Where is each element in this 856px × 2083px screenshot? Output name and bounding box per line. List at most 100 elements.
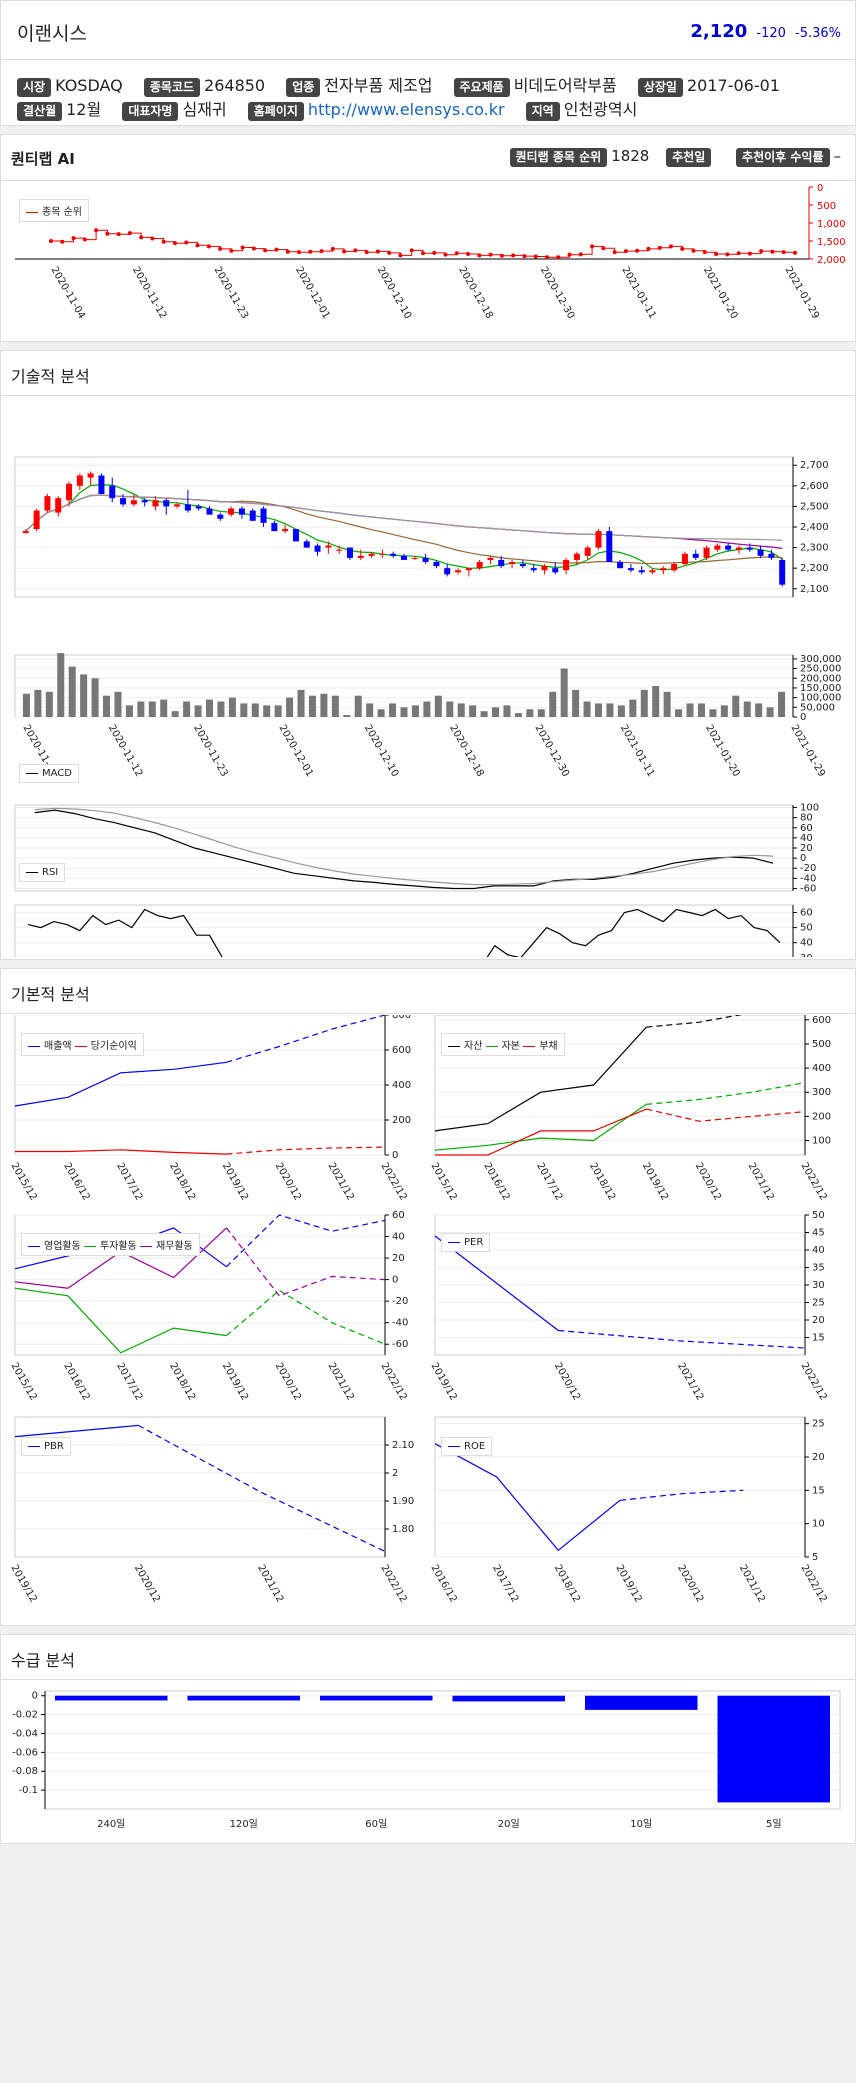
volume-bar <box>263 705 271 717</box>
supply-x-label: 60일 <box>365 1818 387 1830</box>
rank-point <box>184 240 189 245</box>
macd-ytick-label: 20 <box>800 843 813 854</box>
supply-chart: 0 -0.02 -0.04 -0.06 -0.08 -0.1 240일 120일 60일 20일 1… <box>12 1690 841 1830</box>
rank-point <box>488 252 493 257</box>
assets-x-label: 2018/12 <box>587 1161 617 1202</box>
candle-body <box>44 496 51 511</box>
cashflow-ytick-label: 40 <box>392 1232 405 1243</box>
volume-bar <box>377 709 385 717</box>
per-x-label: 2022/12 <box>798 1361 828 1402</box>
candle-body <box>455 570 462 573</box>
candle-body <box>66 483 73 501</box>
volume-bar <box>583 701 591 717</box>
candle-body <box>681 553 688 565</box>
volume-ytick-label: 100,000 <box>800 693 841 704</box>
technical-chart: 2,1002,2002,3002,4002,5002,6002,700050,0… <box>14 456 841 957</box>
volume-bar <box>286 697 294 717</box>
per-ytick-label: 15 <box>812 1333 825 1344</box>
supply-ytick-label: -0.02 <box>12 1710 38 1721</box>
info-label-fiscal: 결산월 <box>17 102 63 121</box>
candle-body <box>660 568 667 571</box>
rank-point <box>466 251 471 256</box>
volume-bar <box>595 703 602 717</box>
supply-x-label: 5일 <box>766 1818 782 1830</box>
volume-bar <box>617 705 625 717</box>
info-row-2: 결산월 12월 대표자명 심재귀 홈페이지 http://www.elensys.co… <box>17 96 653 121</box>
rank-point <box>635 248 640 253</box>
assets-line <box>434 1103 647 1151</box>
candle-body <box>519 564 526 567</box>
candle-body <box>238 508 245 515</box>
candle-body <box>271 522 278 532</box>
volume-bar <box>240 703 248 717</box>
pbr-ytick-label: 2 <box>392 1468 398 1479</box>
quantilab-card: 퀀티랩 AI 퀀티랩 종목 순위 1828 추천일 추천이후 수익률 – 0 500 1… <box>0 134 856 342</box>
rec-date-label: 추천일 <box>666 148 712 167</box>
info-row-1: 시장 KOSDAQ 종목코드 264850 업종 전자부품 제조업 주요제품 비데도어락… <box>17 72 796 97</box>
candle-body <box>76 475 83 486</box>
info-label-market: 시장 <box>17 78 52 97</box>
candle-body <box>746 547 753 550</box>
price-ytick-label: 2,100 <box>800 584 829 595</box>
date-label: 2020-11-23 <box>191 723 230 779</box>
sales-forecast-line <box>226 1146 386 1155</box>
volume-bar <box>160 699 168 717</box>
sales-ytick-label: 400 <box>392 1080 411 1091</box>
candle-body <box>292 529 299 542</box>
ma120-line <box>25 494 783 541</box>
rank-date-label: 2020-11-23 <box>212 265 251 321</box>
candle-body <box>174 504 181 507</box>
rank-point <box>139 235 144 240</box>
rank-label: 퀀티랩 종목 순위 <box>509 148 608 167</box>
volume-bar <box>537 709 545 717</box>
pbr-frame <box>14 1416 386 1558</box>
cashflow-x-label: 2016/12 <box>61 1361 91 1402</box>
volume-bar <box>125 705 133 717</box>
volume-bar <box>354 695 362 717</box>
per-ytick-label: 35 <box>812 1263 825 1274</box>
pbr-legend: PBR <box>21 1437 71 1456</box>
info-label-product: 주요제품 <box>453 78 510 97</box>
macd-ytick-label: 40 <box>800 833 813 844</box>
volume-bar <box>778 691 786 717</box>
assets-line <box>435 1108 647 1156</box>
roe-x-label: 2020/12 <box>675 1563 705 1604</box>
roe-ytick-label: 20 <box>812 1452 825 1463</box>
per-forecast-line <box>558 1329 806 1349</box>
macd-line <box>34 809 774 890</box>
cashflow-forecast-line <box>225 1214 386 1268</box>
pbr-x-label: 2021/12 <box>255 1563 285 1604</box>
candle-body <box>422 557 429 562</box>
volume-bar <box>480 711 488 717</box>
volume-bar <box>343 715 351 717</box>
sales-x-label: 2019/12 <box>220 1161 250 1202</box>
volume-ytick-label: 50,000 <box>800 702 835 713</box>
candle-body <box>87 473 94 478</box>
rank-date-label: 2020-12-01 <box>293 265 332 321</box>
company-name: 이랜시스 <box>17 23 87 45</box>
rank-point <box>308 249 313 254</box>
return-label: 추천이후 수익률 <box>736 148 830 167</box>
info-label-industry: 업종 <box>286 78 321 97</box>
sales-x-label: 2017/12 <box>114 1161 144 1202</box>
cashflow-line <box>14 1287 227 1354</box>
price-ytick-label: 2,300 <box>800 543 829 554</box>
rank-point <box>387 250 392 255</box>
volume-bar <box>423 701 431 717</box>
info-value-industry: 전자부품 제조업 <box>324 76 433 95</box>
pbr-ytick-label: 1.90 <box>392 1496 414 1507</box>
volume-frame <box>14 654 794 718</box>
candle-body <box>130 500 137 505</box>
sales-x-label: 2018/12 <box>167 1161 197 1202</box>
volume-bar <box>103 695 111 717</box>
macd-legend: MACD <box>19 764 79 783</box>
rank-point <box>49 239 53 243</box>
price-ytick-label: 2,500 <box>800 501 829 512</box>
info-value-region: 인천광역시 <box>563 100 638 119</box>
homepage-link[interactable]: http://www.elensys.co.kr <box>307 100 505 119</box>
pbr-x-label: 2019/12 <box>8 1563 38 1604</box>
candle-body <box>617 562 624 569</box>
volume-bar <box>492 707 500 717</box>
volume-bar <box>308 695 316 717</box>
